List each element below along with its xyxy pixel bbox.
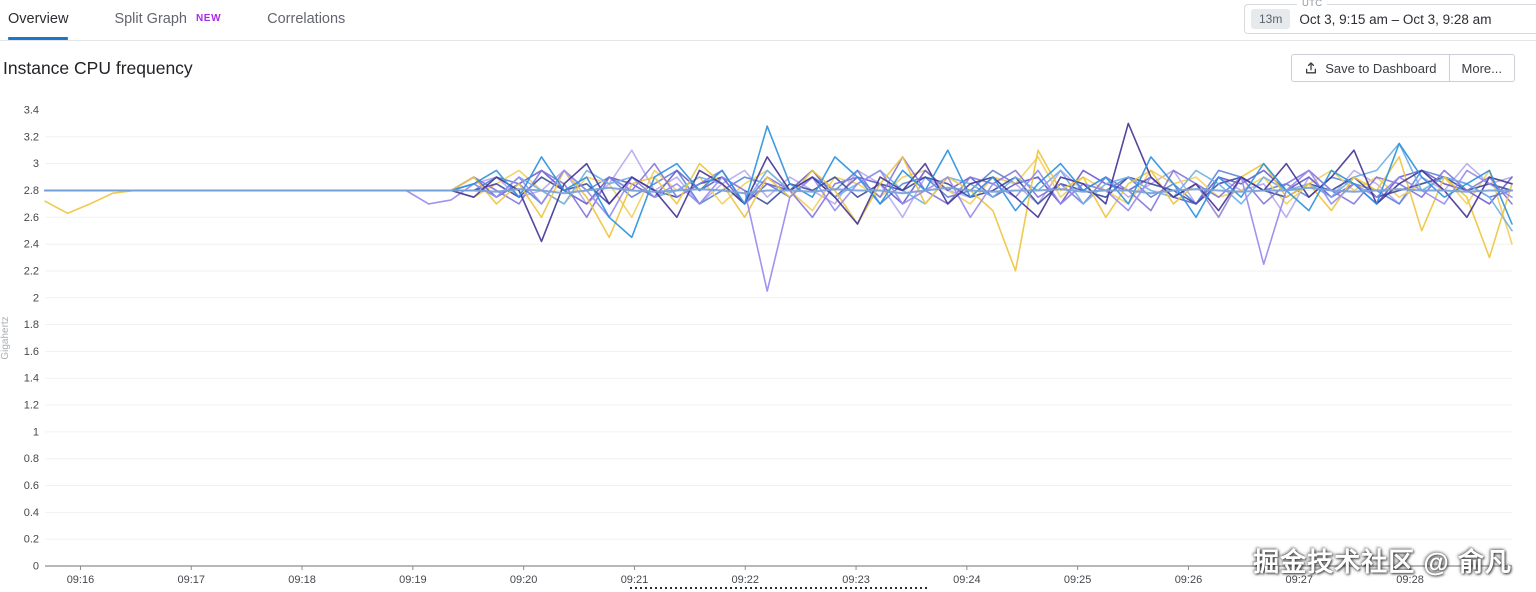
time-range-text: Oct 3, 9:15 am – Oct 3, 9:28 am [1299, 11, 1492, 27]
x-axis-tick-label: 09:26 [1175, 574, 1203, 586]
more-button[interactable]: More... [1448, 54, 1515, 82]
upload-icon [1306, 62, 1317, 74]
y-axis-tick-label: 3 [33, 158, 39, 170]
chart-area: 0 0.2 0.4 0.6 0.8 1 1.2 1.4 1.6 1.8 2 2.2 2.4 2.6 2.8 3… [0, 95, 1536, 592]
tab-overview[interactable]: Overview [8, 0, 69, 40]
x-axis-tick-label: 09:25 [1064, 574, 1092, 586]
y-axis-tick-label: 0.4 [24, 507, 39, 519]
y-axis-tick-label: 0 [33, 561, 39, 573]
series-line-s-gold [44, 149, 1513, 272]
y-axis-tick-label: 2.2 [24, 265, 39, 277]
tab-split-graph-label: Split Graph [114, 11, 187, 27]
y-axis-tick-label: 1 [33, 426, 39, 438]
y-axis-tick-label: 0.2 [24, 534, 39, 546]
duration-chip[interactable]: 13m [1251, 9, 1291, 29]
x-axis-tick-label: 09:17 [177, 574, 205, 586]
time-range-picker[interactable]: UTC 13m Oct 3, 9:15 am – Oct 3, 9:28 am [1244, 0, 1536, 34]
tabs: Overview Split Graph NEW Correlations [0, 0, 391, 40]
tab-split-graph[interactable]: Split Graph NEW [114, 0, 221, 40]
series-line-s-gold2 [44, 156, 1513, 245]
x-axis-tick-label: 09:24 [953, 574, 981, 586]
save-to-dashboard-label: Save to Dashboard [1325, 60, 1437, 76]
y-axis-tick-label: 2.6 [24, 212, 39, 224]
y-axis-tick-label: 2.8 [24, 185, 39, 197]
series-line-s-darkindigo [44, 122, 1513, 243]
x-axis-tick-label: 09:18 [288, 574, 316, 586]
y-axis-tick-label: 3.2 [24, 131, 39, 143]
y-axis-tick-label: 1.8 [24, 319, 39, 331]
cpu-frequency-chart[interactable]: 0 0.2 0.4 0.6 0.8 1 1.2 1.4 1.6 1.8 2 2.2 2.4 2.6 2.8 3… [0, 95, 1536, 592]
tab-overview-label: Overview [8, 11, 69, 27]
toolbar: Instance CPU frequency Save to Dashboard… [0, 41, 1536, 95]
x-axis-tick-label: 09:28 [1396, 574, 1424, 586]
x-axis-tick-label: 09:27 [1285, 574, 1313, 586]
y-axis-tick-label: 0.8 [24, 453, 39, 465]
x-axis-tick-label: 09:23 [842, 574, 870, 586]
y-axis-tick-label: 3.4 [24, 105, 39, 117]
y-axis-tick-label: 1.4 [24, 373, 39, 385]
chart-actions: Save to Dashboard More... [1291, 54, 1515, 82]
x-axis-tick-label: 09:19 [399, 574, 427, 586]
y-axis-tick-label: 0.6 [24, 480, 39, 492]
series-line-s-azure [44, 125, 1513, 239]
x-axis-tick-label: 09:21 [621, 574, 649, 586]
timezone-label: UTC [1297, 0, 1328, 9]
save-to-dashboard-button[interactable]: Save to Dashboard [1291, 54, 1450, 82]
y-axis-title: Gigahertz [0, 316, 11, 359]
y-axis-tick-label: 2 [33, 292, 39, 304]
page-title: Instance CPU frequency [3, 57, 193, 78]
new-badge: NEW [195, 12, 222, 24]
x-axis-tick-label: 09:22 [731, 574, 759, 586]
series-line-s-steelblue [44, 186, 1513, 195]
x-axis-tick-label: 09:16 [67, 574, 95, 586]
tab-correlations[interactable]: Correlations [267, 0, 345, 40]
y-axis-tick-label: 1.6 [24, 346, 39, 358]
y-axis-tick-label: 1.2 [24, 400, 39, 412]
tab-bar: Overview Split Graph NEW Correlations UT… [0, 0, 1536, 41]
tab-correlations-label: Correlations [267, 11, 346, 27]
y-axis-tick-label: 2.4 [24, 239, 39, 251]
x-axis-tick-label: 09:20 [510, 574, 538, 586]
